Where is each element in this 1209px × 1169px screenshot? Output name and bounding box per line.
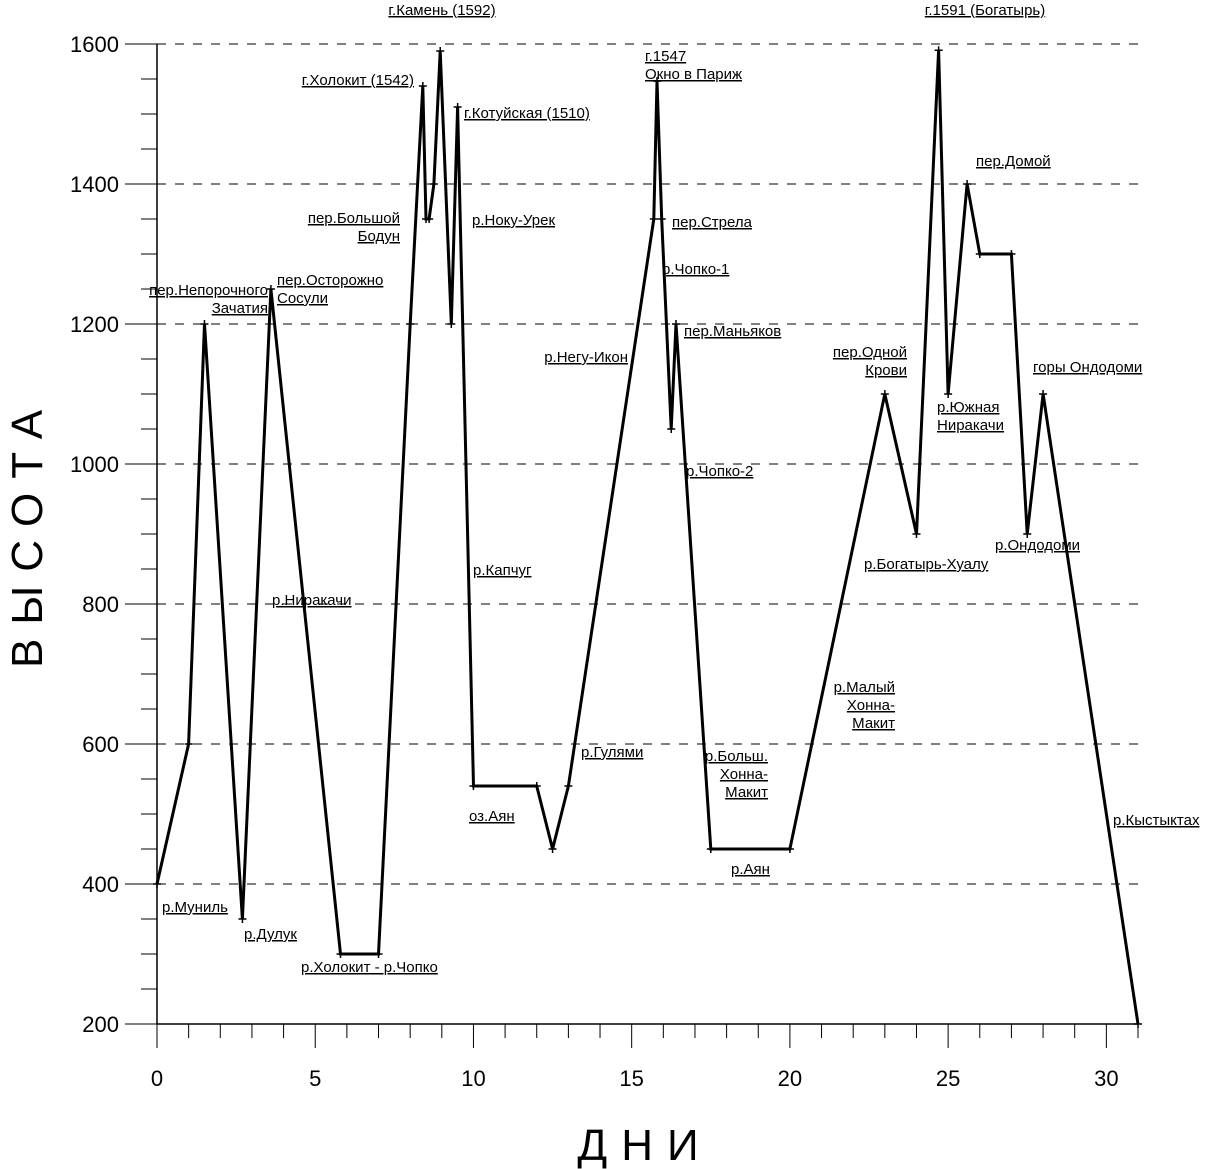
data-point [934,46,943,55]
annotation-label: р.Больш. [705,748,768,765]
x-tick-label: 10 [461,1066,485,1091]
annotation-label: г.Котуйская (1510) [464,105,590,122]
data-point [657,215,666,223]
data-point [944,390,953,398]
data-point [671,320,680,328]
y-tick-label: 400 [82,872,119,897]
annotation-label: горы Ондодоми [1033,359,1142,376]
data-point [200,320,209,328]
data-point [532,782,541,790]
y-tick-label: 800 [82,592,119,617]
data-point [652,77,661,86]
data-point [266,285,275,293]
annotation-label: р.Гулями [581,744,643,761]
annotation-label: Макит [852,715,895,732]
annotation-label: пер.Непорочного [149,282,268,299]
y-tick-label: 1600 [70,32,119,57]
data-point [436,47,445,55]
annotation-label: р.Ондодоми [995,537,1080,554]
data-point [184,740,193,748]
x-tick-label: 5 [309,1066,321,1091]
annotation-label: пер.Большой [308,210,400,227]
annotation-label: р.Ноку-Урек [472,212,555,229]
annotation-label: пер.Стрела [672,214,753,231]
y-tick-label: 1200 [70,312,119,337]
data-point [453,103,462,111]
annotation-label: р.Кыстыктах [1113,812,1200,829]
data-point [1039,390,1048,398]
annotation-label: Крови [865,362,907,379]
y-tick-label: 1000 [70,452,119,477]
annotation-label: Окно в Париж [645,66,742,83]
annotation-label: пер.Осторожно [277,272,383,289]
series-line [155,50,1140,1025]
annotation-label: р.Аян [731,861,770,878]
x-tick-label: 0 [151,1066,163,1091]
annotation-label: р.Муниль [162,899,228,916]
annotation-label: Сосули [277,290,328,307]
annotation-label: г.Холокит (1542) [302,72,414,89]
annotation-label: пер.Одной [833,344,907,361]
data-point [429,180,438,188]
annotation-label: р.Негу-Икон [544,349,628,366]
annotation-label: р.Чопко-2 [686,463,753,480]
annotation-label: г.Камень (1592) [388,2,495,19]
annotation-label: Хонна- [720,766,768,783]
x-tick-label: 25 [936,1066,960,1091]
annotation-label: р.Холокит - р.Чопко [301,959,438,976]
x-tick-label: 15 [619,1066,643,1091]
data-point [336,950,345,958]
annotation-label: Бодун [358,228,400,245]
data-point [963,180,972,188]
x-tick-label: 30 [1094,1066,1118,1091]
annotation-label: р.Чопко-1 [662,261,729,278]
data-point [406,320,415,328]
annotation-label: Хонна- [847,697,895,714]
annotation-label: Зачатия [212,300,268,317]
data-point [564,782,573,790]
annotation-label: пер.Домой [976,153,1051,170]
y-tick-label: 200 [82,1012,119,1037]
data-point [706,845,715,853]
data-point [447,320,456,328]
y-tick-label: 600 [82,732,119,757]
annotation-label: оз.Аян [469,808,515,825]
annotation-label: р.Южная [937,399,999,416]
data-point [880,390,889,398]
annotation-label: г.1547 [645,48,686,65]
annotation-label: г.1591 (Богатырь) [925,2,1045,19]
y-tick-label: 1400 [70,172,119,197]
y-axis-title: ВЫСОТА [3,396,52,668]
data-point [238,915,247,923]
data-point [469,782,478,790]
grid-lines [157,43,1138,885]
data-point [1007,250,1016,258]
annotation-label: Ниракачи [937,417,1004,434]
x-axis-title: ДНИ [577,1121,712,1169]
data-point [425,215,434,223]
annotation-label: Макит [725,784,768,801]
annotation-label: р.Дулук [244,926,297,943]
annotation-label: пер.Маньяков [684,323,781,340]
data-point [1134,1020,1142,1028]
annotation-label: р.Ниракачи [272,592,352,609]
data-point [975,250,984,258]
x-tick-label: 20 [778,1066,802,1091]
data-point [912,530,921,538]
data-point [548,845,557,853]
series-layer [153,46,1142,1028]
annotation-label: р.Богатырь-Хуалу [864,556,989,573]
data-point [1023,530,1032,538]
annotation-label: р.Малый [834,679,895,696]
data-point [649,215,658,223]
data-point [153,880,161,888]
axes: 200 400 600 800 1000 1200 1400 1600 0 5 10 15 20 25 30 [70,32,1139,1091]
data-point [418,82,427,90]
annotations-layer: г.Камень (1592) г.1591 (Богатырь) г.1547Ок… [149,2,1200,976]
annotation-label: р.Капчуг [473,562,532,579]
data-point [785,845,794,853]
data-point [667,425,676,433]
data-point [374,950,383,958]
